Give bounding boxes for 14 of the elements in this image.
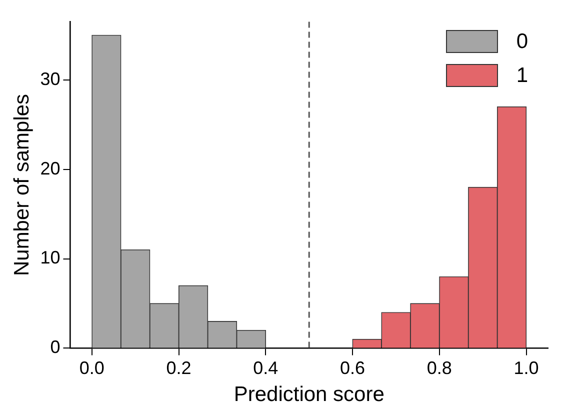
y-tick-label: 20 [40, 158, 60, 178]
legend-label: 1 [516, 64, 528, 88]
legend-label: 0 [516, 30, 528, 54]
x-tick-label: 0.4 [253, 358, 278, 378]
x-tick-label: 0.0 [79, 358, 104, 378]
y-tick-label: 30 [40, 68, 60, 89]
y-tick-label: 0 [50, 337, 60, 358]
x-axis-title: Prediction score [234, 383, 384, 406]
x-tick-label: 0.2 [166, 358, 192, 378]
x-tick-label: 0.8 [426, 358, 452, 378]
x-tick-label: 1.0 [514, 358, 539, 378]
y-tick-label: 10 [40, 248, 60, 268]
x-tick-label: 0.6 [340, 358, 366, 378]
y-axis-title: Number of samples [10, 94, 34, 276]
